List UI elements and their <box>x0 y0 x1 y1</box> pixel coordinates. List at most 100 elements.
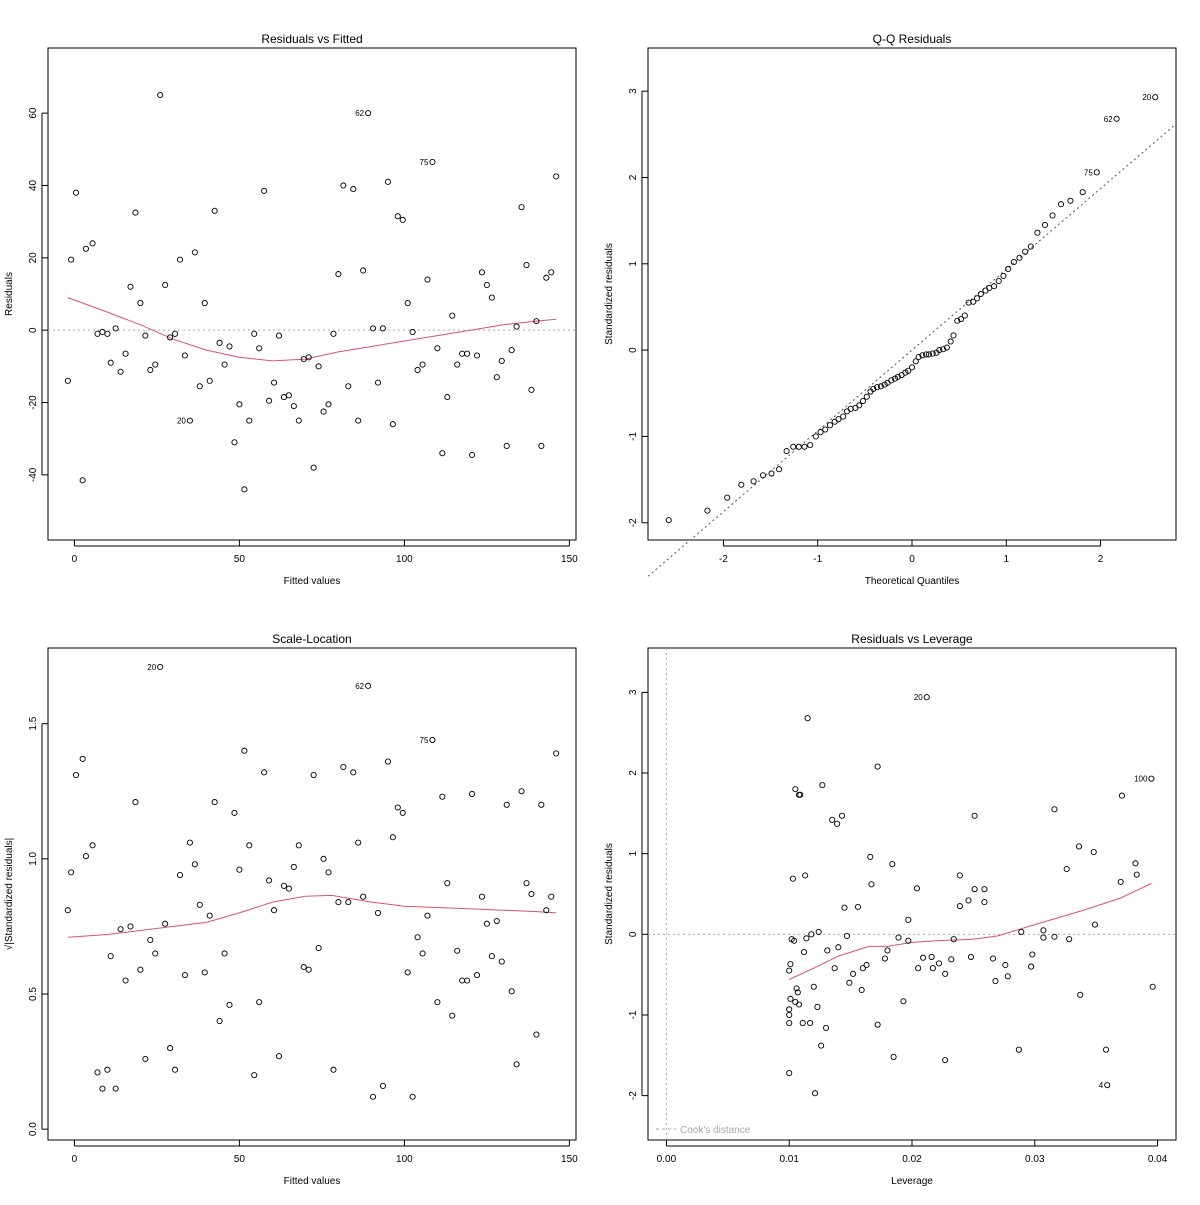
data-point <box>241 747 248 754</box>
point-label: 20 <box>914 693 923 702</box>
data-point <box>191 861 198 868</box>
data-point <box>1000 272 1007 279</box>
data-point <box>137 299 144 307</box>
data-point <box>811 1090 819 1097</box>
data-point <box>132 209 139 216</box>
data-point <box>982 287 989 294</box>
data-point <box>206 912 213 919</box>
data-point <box>152 950 159 957</box>
data-point <box>523 262 530 269</box>
data-point <box>459 977 466 984</box>
data-point <box>829 816 836 823</box>
data-point <box>822 1024 830 1031</box>
data-point <box>831 418 838 425</box>
y-tick-label: 0.0 <box>28 1122 39 1136</box>
data-point <box>176 256 184 263</box>
data-point <box>795 1001 803 1008</box>
data-point <box>1034 229 1041 236</box>
data-point <box>270 907 278 914</box>
panel-sl: Scale-Location Fitted values √|Standardize… <box>3 632 578 1187</box>
data-point <box>365 110 372 117</box>
data-point <box>315 363 322 370</box>
data-point <box>543 907 550 914</box>
data-point <box>1148 775 1155 782</box>
x-tick-label: 0.03 <box>1025 1154 1045 1165</box>
y-tick-label: 60 <box>28 107 39 119</box>
data-point <box>468 790 476 798</box>
data-point <box>221 950 228 957</box>
data-point <box>404 969 411 976</box>
data-point <box>414 934 421 941</box>
y-tick-label: -1 <box>628 432 639 441</box>
data-point <box>473 352 481 359</box>
data-point <box>508 988 515 995</box>
data-point <box>818 1042 825 1049</box>
plot-frame <box>47 647 577 1141</box>
data-point <box>789 875 796 882</box>
data-point <box>802 872 809 879</box>
data-point <box>216 339 223 346</box>
data-point <box>142 1055 149 1062</box>
data-point <box>868 881 875 888</box>
data-point <box>404 299 411 307</box>
x-tick-label: 100 <box>396 1154 413 1165</box>
data-point <box>1091 921 1099 928</box>
data-point <box>793 985 800 992</box>
data-point <box>956 872 963 879</box>
data-point <box>251 1072 258 1079</box>
data-point <box>360 267 367 274</box>
y-tick-label: 0 <box>628 347 639 353</box>
data-point <box>920 954 927 961</box>
data-point <box>389 834 396 841</box>
data-point <box>890 1053 897 1060</box>
plot-frame <box>47 47 577 541</box>
data-point <box>389 421 396 428</box>
data-point <box>815 928 822 935</box>
point-label: 100 <box>1134 775 1148 784</box>
x-tick-label: 100 <box>396 554 413 565</box>
data-point <box>280 882 288 889</box>
data-point <box>990 283 998 290</box>
qq-reference-line <box>647 123 1177 577</box>
data-point <box>989 955 997 962</box>
data-point <box>928 953 935 960</box>
plot-title: Residuals vs Leverage <box>851 632 973 646</box>
data-point <box>548 893 555 900</box>
data-point <box>355 417 362 424</box>
x-tick-label: 2 <box>1098 554 1104 565</box>
data-point <box>724 494 731 501</box>
panel-qq: Q-Q Residuals Theoretical Quantiles Standa… <box>604 32 1177 587</box>
x-tick-label: 1 <box>1004 554 1010 565</box>
data-point <box>935 960 943 967</box>
y-tick-label: 2 <box>628 770 639 776</box>
data-point <box>444 880 451 887</box>
data-point <box>841 904 848 911</box>
data-point <box>518 204 525 211</box>
data-point <box>424 276 431 283</box>
data-point <box>498 357 505 364</box>
data-point <box>947 338 954 345</box>
data-point <box>340 763 347 770</box>
data-point <box>881 955 889 962</box>
data-point <box>68 256 75 263</box>
data-point <box>424 912 431 919</box>
data-point <box>1104 1082 1111 1089</box>
point-label: 75 <box>1084 168 1093 177</box>
plot-frame <box>647 47 1177 541</box>
data-point <box>553 173 560 180</box>
data-point <box>82 853 89 860</box>
data-point <box>365 682 372 689</box>
data-point <box>483 920 490 927</box>
data-point <box>122 977 129 984</box>
data-point <box>345 383 352 390</box>
data-point <box>1022 248 1029 255</box>
data-point <box>290 403 297 410</box>
data-point <box>266 877 273 884</box>
point-label: 4 <box>1099 1081 1104 1090</box>
data-point <box>1004 973 1011 980</box>
data-point <box>812 433 819 440</box>
data-point <box>954 317 961 324</box>
x-tick-label: 0 <box>909 554 915 565</box>
data-point <box>783 448 790 455</box>
data-point <box>905 916 912 923</box>
